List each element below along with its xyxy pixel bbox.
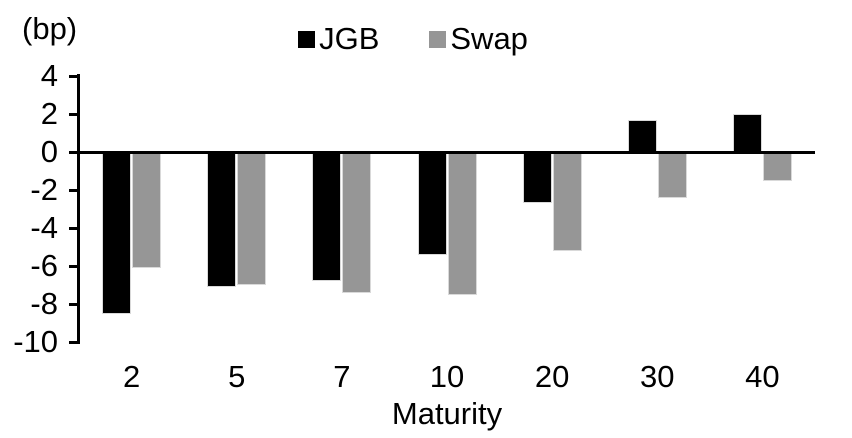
- y-tick-label: 4: [40, 58, 58, 93]
- x-tick-label: 30: [640, 359, 675, 394]
- x-tick-label: 20: [534, 359, 570, 394]
- y-axis-line: [77, 74, 80, 344]
- bar-swap-2: [132, 152, 162, 268]
- x-tick-label: 2: [122, 359, 141, 394]
- y-axis-unit-label: (bp): [22, 11, 78, 46]
- bar-jgb-30: [627, 120, 657, 152]
- x-axis-title: Maturity: [391, 396, 503, 431]
- jgb-series-swatch-icon: [298, 30, 316, 48]
- x-tick-label: 10: [429, 359, 465, 394]
- x-tick-label: 40: [745, 359, 780, 394]
- bar-jgb-40: [732, 114, 762, 152]
- y-axis-tick: [69, 226, 79, 230]
- bar-swap-20: [552, 152, 582, 251]
- legend-item-jgb: JGB: [298, 22, 379, 56]
- y-tick-label: -2: [30, 172, 58, 207]
- bar-swap-7: [342, 152, 372, 293]
- bar-swap-30: [657, 152, 687, 198]
- bar-jgb-5: [207, 152, 237, 287]
- chart-legend: JGB Swap: [0, 22, 839, 56]
- y-axis-tick: [69, 264, 79, 268]
- y-axis-tick: [69, 74, 79, 78]
- x-tick-label: 5: [228, 359, 246, 394]
- y-axis-tick: [69, 340, 79, 344]
- swap-series-swatch-icon: [429, 30, 447, 48]
- x-tick-label: 7: [333, 359, 351, 394]
- bar-jgb-2: [102, 152, 132, 314]
- y-tick-label: -4: [30, 210, 58, 245]
- jgb-series-label: JGB: [319, 21, 380, 56]
- bar-swap-10: [447, 152, 477, 295]
- y-tick-label: -8: [30, 286, 58, 321]
- y-axis-tick: [69, 188, 79, 192]
- zero-axis-line: [79, 150, 815, 154]
- legend-item-swap: Swap: [429, 22, 528, 56]
- y-axis-tick: [69, 112, 79, 116]
- bar-jgb-7: [312, 152, 342, 281]
- y-tick-label: -6: [30, 248, 58, 283]
- y-axis-tick: [69, 150, 79, 154]
- y-tick-label: 2: [40, 96, 58, 131]
- y-tick-label: 0: [40, 134, 58, 169]
- bar-jgb-20: [522, 152, 552, 203]
- y-tick-label: -10: [13, 324, 58, 359]
- swap-series-label: Swap: [450, 21, 528, 56]
- bar-swap-5: [237, 152, 267, 285]
- bar-swap-40: [762, 152, 792, 181]
- bar-jgb-10: [417, 152, 447, 255]
- y-axis-tick: [69, 302, 79, 306]
